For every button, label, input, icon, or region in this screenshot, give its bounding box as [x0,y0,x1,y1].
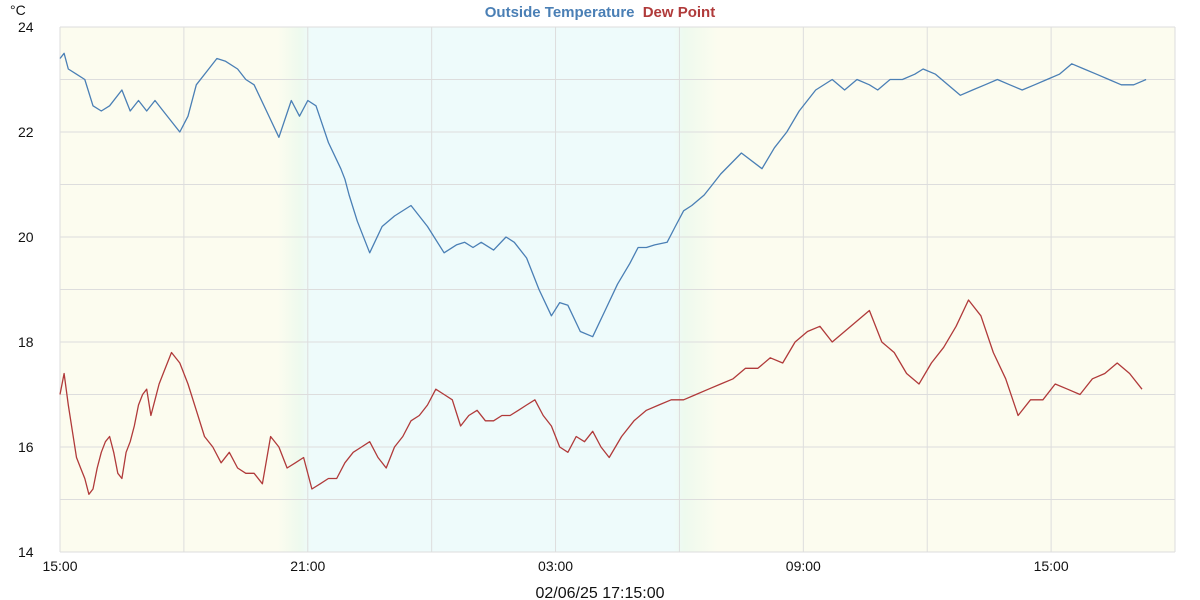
series-layer [59,52,1147,495]
grid-lines [59,26,1176,553]
x-tick-label: 03:00 [538,558,573,574]
y-tick-label: 24 [18,19,34,35]
x-tick-label: 15:00 [1034,558,1069,574]
x-tick-label: 09:00 [786,558,821,574]
chart-title: Outside Temperature Dew Point [485,4,715,21]
title-temperature: Outside Temperature [485,4,635,21]
series-line-outside-temperature [59,52,1147,338]
y-axis-unit-label: °C [10,2,26,18]
y-tick-label: 20 [18,229,34,245]
y-tick-label: 22 [18,124,34,140]
axes: 14 16 18 20 22 24 15:00 21:00 03:00 09:00 15:00 [18,19,1069,574]
x-tick-label: 21:00 [290,558,325,574]
y-tick-label: 18 [18,334,34,350]
title-dew-point: Dew Point [643,4,716,21]
y-tick-label: 16 [18,439,34,455]
series-line-dew-point [59,299,1143,495]
timestamp-footer: 02/06/25 17:15:00 [535,585,664,600]
x-tick-label: 15:00 [42,558,77,574]
y-tick-label: 14 [18,544,34,560]
